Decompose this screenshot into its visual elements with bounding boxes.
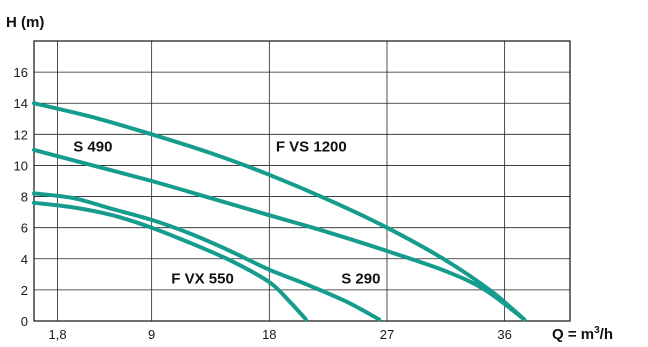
- y-axis-ticks: 0 2 4 6 8 10 12 14 16: [14, 65, 28, 329]
- x-tick-label: 36: [497, 327, 511, 342]
- series-label-f-vs-1200: F VS 1200: [276, 138, 347, 155]
- series-label-s-490: S 490: [73, 138, 112, 155]
- series-group: [32, 101, 527, 322]
- series-label-f-vx-550: F VX 550: [171, 271, 234, 288]
- x-tick-label: 9: [148, 327, 155, 342]
- y-tick-label: 8: [21, 190, 28, 205]
- y-tick-label: 14: [14, 96, 28, 111]
- y-axis-title: H (m): [6, 14, 44, 31]
- x-axis-title: Q = m3/h: [552, 325, 613, 343]
- y-tick-label: 10: [14, 158, 28, 173]
- y-tick-label: 12: [14, 127, 28, 142]
- series-line-s-290: [32, 191, 382, 322]
- plot-frame: [33, 40, 571, 322]
- series-line-f-vx-550: [32, 200, 308, 322]
- x-axis-title-tail: /h: [600, 326, 613, 343]
- series-line-f-vs-1200: [32, 101, 527, 322]
- x-axis-title-main: Q = m: [552, 326, 594, 343]
- x-tick-label: 27: [380, 327, 394, 342]
- y-tick-label: 0: [21, 314, 28, 329]
- x-tick-label: 1,8: [48, 327, 66, 342]
- plot-border: [33, 40, 571, 322]
- y-tick-label: 6: [21, 221, 28, 236]
- grid: [34, 41, 570, 321]
- series-labels: F VS 1200 S 490 S 290 F VX 550: [73, 138, 380, 287]
- x-axis-ticks: 1,8 9 18 27 36: [48, 327, 511, 342]
- series-label-s-290: S 290: [341, 271, 380, 288]
- series-line-s-490: [32, 147, 527, 322]
- y-tick-label: 2: [21, 283, 28, 298]
- y-tick-label: 4: [21, 252, 28, 267]
- y-tick-label: 16: [14, 65, 28, 80]
- x-axis-title-sup: 3: [594, 325, 600, 336]
- x-tick-label: 18: [262, 327, 276, 342]
